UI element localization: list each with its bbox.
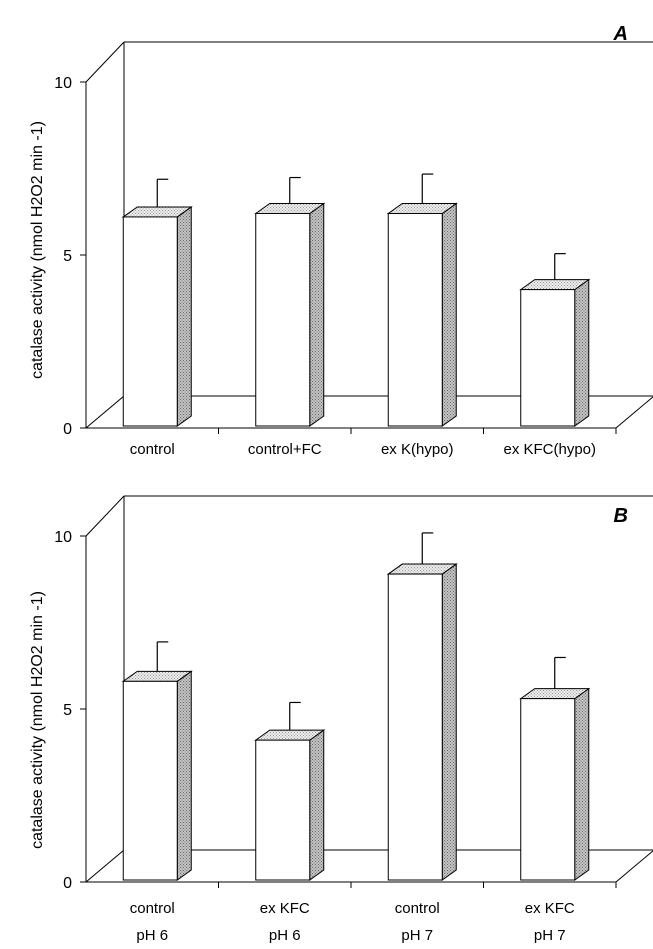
panel-b-label: B	[614, 505, 628, 527]
p1-bar	[254, 701, 326, 881]
p0-bar	[386, 173, 458, 427]
p0-bar-side-face	[574, 278, 590, 427]
p0-bar-front-face	[122, 216, 178, 427]
p0-bar	[254, 176, 326, 427]
p1-category-label: ex KFC	[260, 900, 310, 917]
panel-b: B catalase activity (nmol H2O2 min -1) 0…	[29, 495, 653, 944]
panel-b-plot: 0 5 10 control pH 6 ex KFC pH 6 control pH 7 ex K…	[54, 495, 653, 944]
panel-a-label: A	[613, 23, 628, 45]
p0-category-label: control	[130, 441, 175, 458]
p0-bar	[121, 178, 193, 427]
p1-bar-front-face	[520, 698, 576, 881]
p0-floor-right-edge	[615, 396, 653, 429]
p0-y-tick-label: 10	[54, 75, 72, 92]
panel-a-y-axis-label: catalase activity (nmol H2O2 min -1)	[29, 121, 46, 379]
p0-bar-front-face	[255, 212, 311, 427]
p1-category-label: pH 7	[534, 927, 566, 944]
p1-bar-front-face	[387, 573, 443, 881]
p1-bar-side-face	[441, 563, 457, 881]
p0-y-tick-label: 0	[63, 421, 72, 438]
p0-bar-side-face	[309, 202, 325, 427]
p0-category-label: ex K(hypo)	[381, 441, 454, 458]
p0-bar-front-face	[520, 289, 576, 427]
p1-category-label: pH 6	[269, 927, 301, 944]
p0-bar-side-face	[176, 205, 192, 427]
p0-bar-front-face	[387, 212, 443, 427]
p0-floor-left-edge	[85, 395, 125, 429]
p1-bar	[121, 641, 193, 881]
p1-bar-side-face	[309, 729, 325, 881]
panel-a: A catalase activity (nmol H2O2 min -1) 0…	[29, 23, 653, 458]
p1-bar	[519, 656, 591, 881]
p1-y-axis-depth-edge	[85, 495, 125, 537]
p1-bar-side-face	[176, 670, 192, 881]
p1-y-tick-label: 5	[63, 702, 72, 719]
p0-bar-side-face	[441, 202, 457, 427]
p1-y-tick-label: 10	[54, 529, 72, 546]
p0-y-tick-label: 5	[63, 248, 72, 265]
p1-floor-left-edge	[85, 849, 125, 883]
p0-category-label: ex KFC(hypo)	[503, 441, 596, 458]
p0-bar	[519, 253, 591, 427]
p1-category-label: ex KFC	[525, 900, 575, 917]
p1-category-label: pH 7	[401, 927, 433, 944]
panel-a-plot: 0 5 10 control control+FC ex K(hypo) ex KFC(hy…	[54, 41, 653, 458]
p0-category-label: control+FC	[248, 441, 322, 458]
p1-y-tick-label: 0	[63, 875, 72, 892]
p0-y-axis-depth-edge	[85, 41, 125, 83]
p1-category-label: control	[130, 900, 175, 917]
p1-bar-front-face	[122, 680, 178, 881]
p1-bar-side-face	[574, 687, 590, 881]
p1-bar-front-face	[255, 739, 311, 881]
p1-category-label: control	[395, 900, 440, 917]
p1-floor-right-edge	[615, 850, 653, 883]
panel-b-y-axis-label: catalase activity (nmol H2O2 min -1)	[29, 591, 46, 849]
p1-bar	[386, 532, 458, 881]
p1-category-label: pH 6	[136, 927, 168, 944]
